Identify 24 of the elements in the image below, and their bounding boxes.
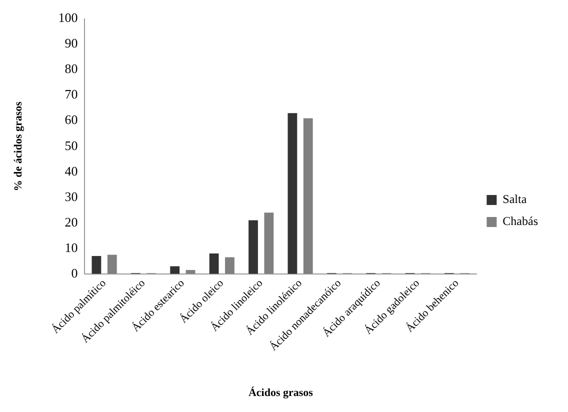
bar: [264, 212, 274, 274]
y-tick-label: 0: [71, 265, 78, 280]
y-tick-label: 90: [64, 36, 78, 51]
bar: [170, 266, 180, 274]
bar: [288, 113, 298, 274]
y-tick-label: 50: [64, 138, 78, 153]
y-tick-label: 40: [64, 163, 78, 178]
y-tick-label: 10: [64, 240, 78, 255]
y-tick-label: 20: [64, 214, 78, 230]
bar: [92, 256, 102, 274]
bar: [209, 253, 219, 274]
bar: [107, 254, 117, 274]
y-tick-label: 100: [58, 10, 78, 26]
x-axis-title: Ácidos grasos: [248, 386, 314, 400]
bar: [248, 220, 258, 274]
y-tick-label: 30: [64, 188, 78, 204]
legend-label: Salta: [502, 192, 528, 206]
bar: [303, 118, 313, 274]
y-tick-label: 70: [64, 86, 78, 102]
y-axis-title: % de ácidos grasos: [12, 100, 24, 192]
bar: [225, 257, 234, 274]
y-tick-label: 80: [64, 61, 78, 76]
legend-label: Chabás: [502, 214, 538, 228]
y-tick-label: 60: [64, 112, 78, 128]
